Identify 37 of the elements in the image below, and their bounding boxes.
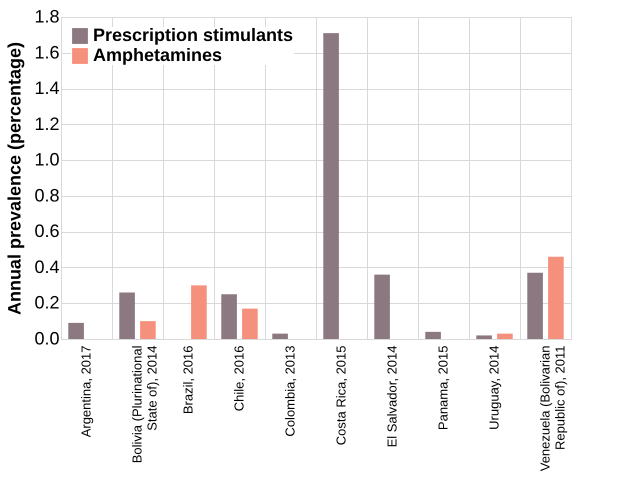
bar [191, 285, 207, 339]
bar [527, 272, 543, 339]
x-tick-label: Bolivia (Plurinational State of), 2014 [130, 345, 160, 464]
x-tick-label: Costa Rica, 2015 [334, 346, 348, 446]
bar [476, 335, 492, 339]
bar [323, 33, 339, 339]
bar [140, 321, 156, 339]
x-tick-label: Uruguay, 2014 [486, 346, 502, 430]
y-tick-label: 1.6 [34, 42, 60, 62]
y-tick-label: 0.4 [34, 256, 60, 277]
x-tick-label: Chile, 2016 [232, 346, 246, 412]
y-tick-label: 1.0 [34, 150, 60, 170]
y-tick-label: 1.2 [34, 114, 60, 134]
bar [221, 294, 237, 339]
bar [272, 334, 288, 339]
bar [548, 256, 564, 339]
y-tick-label: 1.8 [34, 6, 60, 26]
x-tick-label: Brazil, 2016 [180, 346, 196, 414]
x-tick-label: Panama, 2015 [436, 346, 450, 430]
y-tick-label: 0.0 [34, 328, 60, 348]
x-tick-label: El Salvador, 2014 [384, 346, 400, 448]
y-tick-label: 0.6 [34, 221, 60, 242]
x-tick-label: Venezuela (Bolivarian Republic of), 2011 [538, 346, 568, 472]
bar [497, 334, 513, 339]
bar [425, 332, 441, 339]
legend-label: Amphetamines [93, 45, 222, 65]
x-tick-label: Colombia, 2013 [282, 346, 298, 437]
bar [242, 308, 258, 339]
bar [68, 322, 84, 339]
y-tick-label: 0.8 [34, 185, 60, 206]
legend-label: Prescription stimulants [93, 25, 294, 45]
y-tick-label: 0.2 [34, 292, 60, 313]
y-axis-title: Annual prevalence (percentage) [4, 42, 24, 316]
x-tick-label: Argentina, 2017 [78, 346, 94, 438]
bar [119, 292, 135, 339]
y-tick-label: 1.4 [34, 78, 60, 98]
bar [374, 274, 390, 339]
